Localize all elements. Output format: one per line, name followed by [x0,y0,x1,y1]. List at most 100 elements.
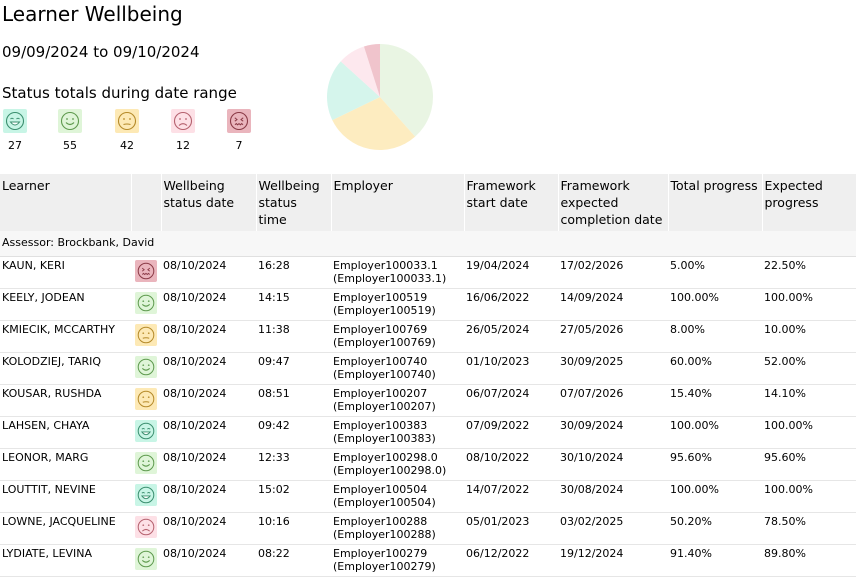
sad-face-icon [133,514,159,540]
employer-name: Employer100298.0 [333,451,438,464]
table-row[interactable]: LOUTTIT, NEVINE 08/10/2024 15:02 Employer10… [0,480,856,513]
table-row[interactable]: KOLODZIEJ, TARIQ 08/10/2024 09:47 Employer1… [0,352,856,385]
learner-name: LOWNE, JACQUELINE [0,512,131,545]
status-count: 55 [63,139,77,152]
employer-name: Employer100288 [333,515,428,528]
expected-progress: 52.00% [762,352,856,385]
table-row[interactable]: LYDIATE, LEVINA 08/10/2024 08:22 Employer10… [0,544,856,577]
total-progress: 100.00% [668,416,762,449]
column-header-status-date[interactable]: Wellbeing status date [161,174,257,231]
status-time: 12:33 [256,448,331,481]
column-header-status-time[interactable]: Wellbeing status time [256,174,332,231]
total-progress: 100.00% [668,288,762,321]
column-header-learner[interactable]: Learner [0,174,132,231]
status-count: 12 [176,139,190,152]
expected-progress: 100.00% [762,288,856,321]
column-header-framework-start[interactable]: Framework start date [464,174,559,231]
status-time: 15:02 [256,480,331,513]
framework-start-date: 07/09/2022 [464,416,558,449]
table-header: Learner Wellbeing status date Wellbeing … [0,174,857,231]
total-progress: 95.60% [668,448,762,481]
learner-table: Learner Wellbeing status date Wellbeing … [0,174,857,577]
table-row[interactable]: KEELY, JODEAN 08/10/2024 14:15 Employer1005… [0,288,856,321]
pie-slice-very-happy-face [327,61,380,121]
employer-code: (Employer100519) [333,303,436,317]
employer-name: Employer100383 [333,419,428,432]
status-date: 08/10/2024 [161,384,256,417]
employer-name: Employer100033.1 [333,259,438,272]
employer-code: (Employer100740) [333,367,436,381]
table-row[interactable]: KOUSAR, RUSHDA 08/10/2024 08:51 Employer100… [0,384,856,417]
column-header-expected-progress[interactable]: Expected progress [762,174,857,231]
framework-completion-date: 07/07/2026 [558,384,668,417]
learner-name: LOUTTIT, NEVINE [0,480,131,513]
employer-cell: Employer100279 (Employer100279) [331,544,464,577]
framework-completion-date: 30/09/2024 [558,416,668,449]
status-icon-cell [131,416,161,449]
neutral-face-icon [114,108,140,134]
employer-cell: Employer100298.0 (Employer100298.0) [331,448,464,481]
employer-cell: Employer100504 (Employer100504) [331,480,464,513]
employer-code: (Employer100279) [333,559,436,573]
status-date: 08/10/2024 [161,544,256,577]
total-progress: 91.40% [668,544,762,577]
total-progress: 15.40% [668,384,762,417]
status-icon-cell [131,512,161,545]
status-time: 09:42 [256,416,331,449]
table-row[interactable]: KAUN, KERI 08/10/2024 16:28 Employer100033.… [0,256,856,289]
assessor-name: Assessor: Brockbank, David [0,231,856,257]
status-icon-cell [131,544,161,577]
expected-progress: 22.50% [762,256,856,289]
status-icon-cell [131,384,161,417]
total-progress: 8.00% [668,320,762,353]
very-happy-face-icon [133,418,159,444]
learner-name: KMIECIK, MCCARTHY [0,320,131,353]
column-header-employer[interactable]: Employer [331,174,465,231]
status-date: 08/10/2024 [161,288,256,321]
status-date: 08/10/2024 [161,512,256,545]
very-sad-face-icon [133,258,159,284]
employer-name: Employer100207 [333,387,428,400]
employer-cell: Employer100288 (Employer100288) [331,512,464,545]
framework-completion-date: 17/02/2026 [558,256,668,289]
framework-start-date: 14/07/2022 [464,480,558,513]
status-time: 08:51 [256,384,331,417]
expected-progress: 100.00% [762,480,856,513]
assessor-group-row: Assessor: Brockbank, David [0,231,856,257]
employer-cell: Employer100519 (Employer100519) [331,288,464,321]
learner-name: LEONOR, MARG [0,448,131,481]
status-date: 08/10/2024 [161,480,256,513]
learner-name: KOUSAR, RUSHDA [0,384,131,417]
employer-code: (Employer100504) [333,495,436,509]
total-progress: 50.20% [668,512,762,545]
pie-slice-happy-face [380,44,433,137]
status-icon-cell [131,320,161,353]
employer-code: (Employer100288) [333,527,436,541]
employer-name: Employer100279 [333,547,428,560]
expected-progress: 100.00% [762,416,856,449]
framework-completion-date: 30/09/2025 [558,352,668,385]
total-progress: 100.00% [668,480,762,513]
learner-name: LAHSEN, CHAYA [0,416,131,449]
column-header-total-progress[interactable]: Total progress [668,174,763,231]
status-time: 14:15 [256,288,331,321]
happy-face-icon [57,108,83,134]
framework-completion-date: 03/02/2025 [558,512,668,545]
framework-start-date: 05/01/2023 [464,512,558,545]
very-happy-face-icon [2,108,28,134]
very-sad-face-icon [226,108,252,134]
table-row[interactable]: LAHSEN, CHAYA 08/10/2024 09:42 Employer1003… [0,416,856,449]
learner-name: KEELY, JODEAN [0,288,131,321]
framework-start-date: 06/12/2022 [464,544,558,577]
table-row[interactable]: LEONOR, MARG 08/10/2024 12:33 Employer10029… [0,448,856,481]
employer-code: (Employer100207) [333,399,436,413]
expected-progress: 95.60% [762,448,856,481]
table-row[interactable]: LOWNE, JACQUELINE 08/10/2024 10:16 Employer… [0,512,856,545]
employer-cell: Employer100033.1 (Employer100033.1) [331,256,464,289]
column-header-framework-completion[interactable]: Framework expected completion date [558,174,669,231]
expected-progress: 10.00% [762,320,856,353]
table-row[interactable]: KMIECIK, MCCARTHY 08/10/2024 11:38 Employer… [0,320,856,353]
status-date: 08/10/2024 [161,352,256,385]
column-header-status-icon [131,174,162,231]
status-count: 27 [8,139,22,152]
